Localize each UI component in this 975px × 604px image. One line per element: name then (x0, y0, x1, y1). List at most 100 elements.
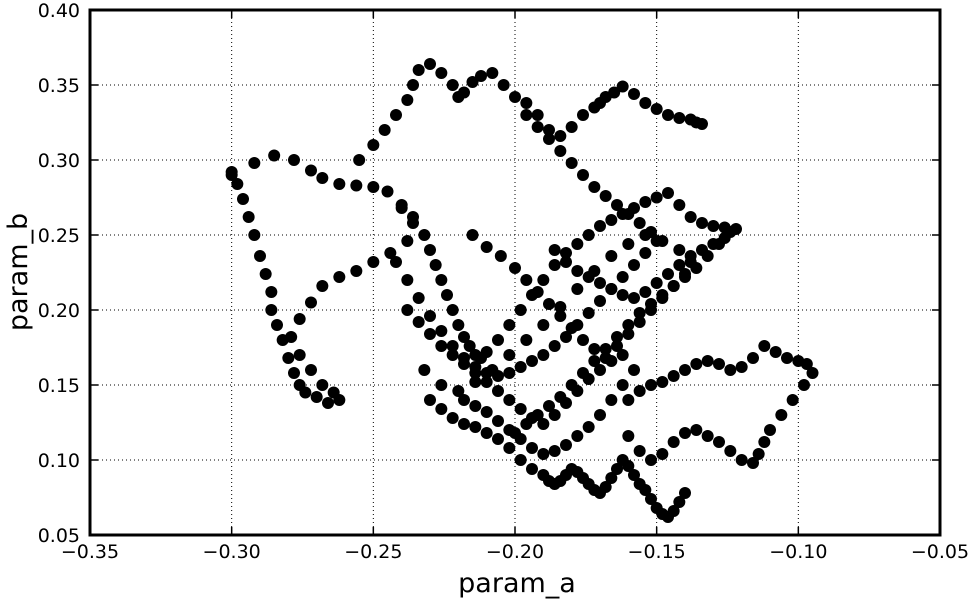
scatter-point (492, 370, 504, 382)
scatter-point (333, 394, 346, 406)
scatter-point (554, 130, 567, 142)
scatter-point (469, 400, 482, 412)
scatter-point (594, 220, 606, 232)
scatter-point (565, 157, 578, 169)
scatter-point (458, 331, 470, 343)
scatter-point (548, 340, 561, 352)
scatter-point (679, 427, 691, 439)
data-points (225, 58, 819, 523)
scatter-point (662, 187, 674, 199)
scatter-point (424, 244, 436, 256)
scatter-point (571, 319, 584, 331)
scatter-point (526, 355, 538, 367)
scatter-point (605, 250, 618, 262)
scatter-point (571, 283, 584, 295)
scatter-point (577, 109, 589, 121)
scatter-point (526, 442, 538, 454)
scatter-point (401, 274, 414, 286)
scatter-point (475, 70, 487, 82)
scatter-point (588, 343, 601, 355)
scatter-point (435, 274, 448, 286)
scatter-point (673, 112, 686, 124)
scatter-point (758, 436, 771, 448)
scatter-point (384, 247, 397, 259)
scatter-point (531, 109, 544, 121)
scatter-point (713, 436, 725, 448)
scatter-point (537, 448, 550, 460)
scatter-point (667, 505, 680, 517)
scatter-point (645, 226, 657, 238)
scatter-point (628, 259, 640, 271)
scatter-point (390, 256, 402, 268)
scatter-point (446, 349, 459, 361)
scatter-point (446, 304, 459, 316)
scatter-point (650, 235, 663, 247)
scatter-point (548, 259, 561, 271)
x-tick-label: −0.35 (61, 541, 119, 563)
scatter-point (639, 247, 652, 259)
scatter-point (520, 97, 533, 109)
scatter-point (520, 418, 533, 430)
scatter-point (537, 274, 550, 286)
scatter-point (503, 349, 516, 361)
scatter-point (650, 191, 663, 204)
scatter-point (543, 400, 555, 412)
scatter-point (775, 409, 788, 421)
scatter-point (412, 292, 425, 304)
scatter-point (480, 241, 493, 253)
scatter-point (305, 296, 317, 309)
scatter-point (492, 385, 504, 397)
scatter-point (435, 67, 448, 79)
scatter-point (350, 179, 363, 192)
scatter-point (667, 436, 680, 448)
scatter-point (628, 469, 640, 481)
scatter-point (466, 76, 479, 88)
scatter-point (628, 88, 640, 100)
scatter-point (237, 193, 249, 205)
scatter-point (769, 346, 782, 358)
scatter-point (724, 364, 737, 376)
scatter-point (758, 340, 771, 352)
scatter-point (724, 445, 737, 457)
scatter-point (616, 289, 629, 301)
scatter-point (684, 250, 697, 262)
scatter-point (599, 190, 612, 202)
scatter-point (441, 289, 453, 301)
scatter-point (254, 250, 266, 262)
scatter-point (594, 409, 606, 421)
scatter-point (554, 391, 567, 403)
scatter-point (650, 103, 663, 115)
scatter-point (446, 340, 459, 352)
scatter-point (554, 301, 567, 313)
scatter-point (407, 79, 419, 91)
scatter-point (271, 319, 283, 331)
scatter-point (639, 196, 652, 208)
scatter-point (622, 328, 635, 340)
scatter-point (662, 109, 674, 121)
scatter-point (633, 307, 646, 319)
scatter-point (611, 340, 623, 352)
scatter-point (673, 496, 686, 508)
scatter-point (310, 391, 323, 403)
scatter-point (645, 493, 657, 505)
scatter-point (554, 145, 567, 157)
scatter-point (367, 139, 380, 151)
y-tick-label: 0.35 (38, 75, 80, 97)
scatter-point (492, 433, 504, 445)
scatter-point (622, 208, 635, 220)
scatter-point (333, 178, 346, 190)
scatter-point (594, 277, 606, 289)
scatter-point (560, 439, 572, 451)
scatter-point (713, 358, 725, 370)
scatter-point (412, 316, 425, 328)
scatter-point (611, 463, 623, 475)
scatter-point (531, 409, 544, 421)
scatter-point (548, 409, 561, 421)
scatter-point (446, 79, 459, 91)
scatter-point (577, 169, 589, 181)
scatter-point (577, 334, 589, 346)
scatter-point (605, 394, 618, 406)
x-tick-label: −0.20 (486, 541, 544, 563)
scatter-point (480, 427, 493, 439)
scatter-point (548, 244, 561, 256)
